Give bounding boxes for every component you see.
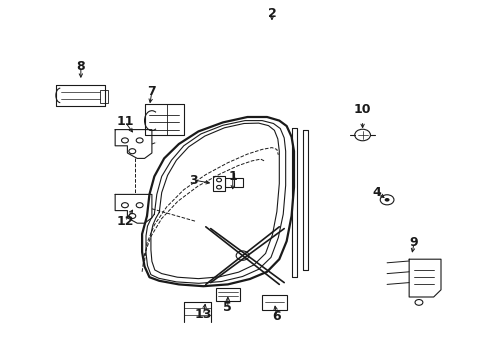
Text: 1: 1	[228, 170, 237, 183]
Text: 9: 9	[410, 237, 418, 249]
Text: 8: 8	[76, 60, 85, 73]
Text: 10: 10	[354, 103, 371, 116]
Circle shape	[136, 203, 143, 208]
Bar	[262, 295, 287, 310]
Text: 13: 13	[195, 309, 212, 321]
Circle shape	[385, 198, 390, 202]
Circle shape	[415, 300, 423, 305]
Circle shape	[236, 251, 249, 260]
Text: 7: 7	[147, 85, 156, 98]
Text: 6: 6	[272, 310, 281, 323]
Text: 2: 2	[268, 7, 276, 20]
Bar	[225, 178, 243, 187]
Text: 4: 4	[373, 186, 382, 199]
Circle shape	[355, 129, 370, 141]
Text: 3: 3	[189, 174, 198, 186]
Circle shape	[380, 195, 394, 205]
Circle shape	[129, 213, 136, 219]
Circle shape	[129, 149, 136, 154]
Circle shape	[122, 138, 128, 143]
Circle shape	[217, 178, 221, 182]
Circle shape	[217, 185, 221, 189]
Bar	[216, 288, 240, 301]
Bar	[213, 176, 225, 191]
Bar	[100, 90, 108, 103]
Text: 5: 5	[223, 301, 232, 314]
Circle shape	[136, 138, 143, 143]
Text: 11: 11	[116, 115, 134, 128]
Circle shape	[122, 203, 128, 208]
Text: 12: 12	[116, 215, 134, 228]
